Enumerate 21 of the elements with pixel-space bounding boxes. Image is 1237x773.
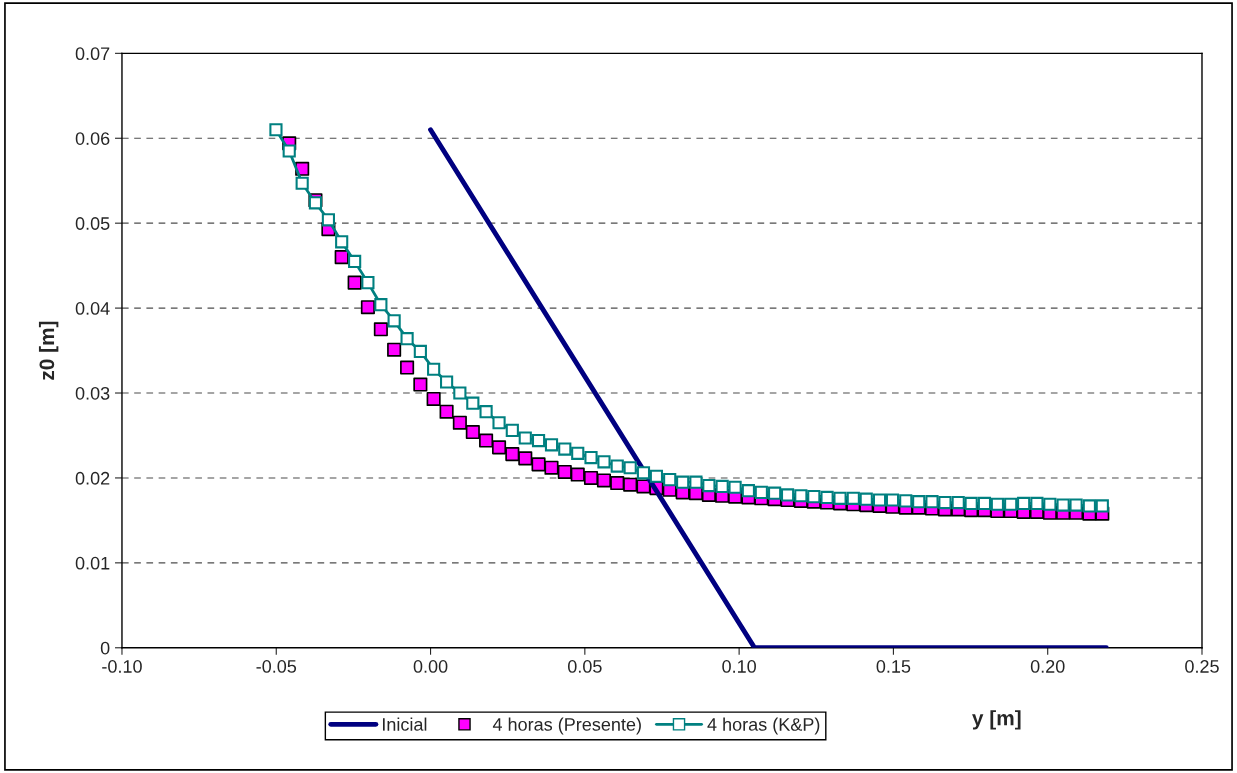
x-tick-label: 0.00 <box>413 660 448 673</box>
x-tick-label: 0.25 <box>1185 660 1219 673</box>
y-tick-label: 0.07 <box>75 47 110 61</box>
x-tick-label: 0.15 <box>876 660 911 673</box>
y-tick-label: 0 <box>100 641 110 655</box>
legend-label: Inicial <box>382 717 427 731</box>
y-tick-label: 0.04 <box>75 302 110 315</box>
legend-label: 4 horas (Presente) <box>492 717 641 735</box>
x-axis-title: y [m] <box>972 710 1021 730</box>
y-tick-label: 0.03 <box>75 386 110 400</box>
y-tick-label: 0.01 <box>75 556 110 570</box>
x-tick-label: -0.10 <box>102 660 142 673</box>
y-axis-title: z0 [m] <box>38 321 59 380</box>
x-tick-label: 0.20 <box>1030 660 1065 673</box>
y-tick-label: 0.02 <box>75 471 110 485</box>
legend-label: 4 horas (K&P) <box>707 717 820 735</box>
y-tick-label: 0.06 <box>75 132 110 145</box>
x-tick-label: -0.05 <box>256 660 297 673</box>
x-tick-label: 0.10 <box>722 660 756 673</box>
x-tick-label: 0.05 <box>567 660 602 673</box>
y-tick-label: 0.05 <box>75 217 110 230</box>
